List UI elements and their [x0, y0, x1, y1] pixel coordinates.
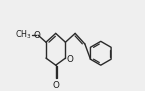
Text: O: O	[66, 55, 73, 64]
Text: O: O	[34, 31, 41, 40]
Text: CH$_3$: CH$_3$	[15, 29, 32, 41]
Text: O: O	[52, 81, 59, 90]
